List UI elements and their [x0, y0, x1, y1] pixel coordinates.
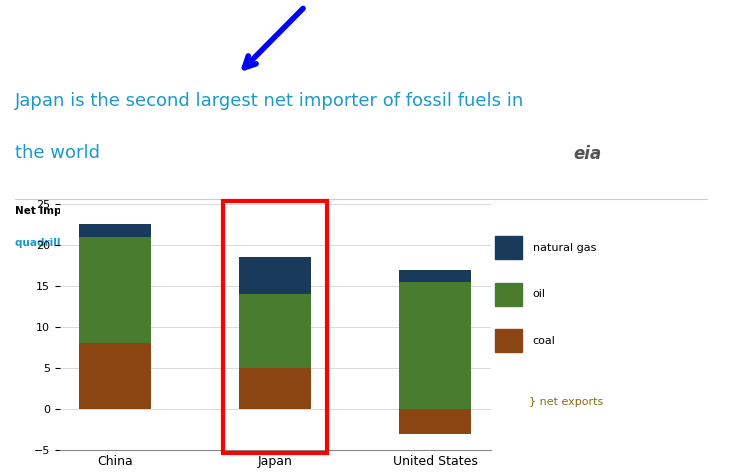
Bar: [79, 224, 151, 237]
Text: Japan is the second largest net importer of fossil fuels in: Japan is the second largest net importer…: [15, 92, 524, 110]
Bar: [496, 283, 522, 306]
Bar: [240, 368, 311, 409]
Bar: [400, 270, 472, 282]
Bar: [240, 257, 311, 294]
Text: the world: the world: [15, 144, 100, 162]
Text: Net imports of the top three  net fossil fuel importing countries  (2012): Net imports of the top three net fossil …: [15, 207, 437, 217]
Bar: [400, 409, 472, 434]
Bar: [240, 294, 311, 368]
Bar: [496, 236, 522, 259]
Bar: [79, 344, 151, 409]
Bar: [496, 329, 522, 352]
Text: natural gas: natural gas: [533, 243, 596, 253]
Text: coal: coal: [533, 336, 556, 346]
Text: oil: oil: [533, 289, 545, 299]
Bar: [79, 237, 151, 344]
Text: quadrillion Btu: quadrillion Btu: [15, 238, 103, 248]
Bar: [223, 201, 327, 453]
Text: } net exports: } net exports: [528, 397, 603, 407]
Text: eia: eia: [574, 145, 602, 163]
Bar: [400, 282, 472, 409]
